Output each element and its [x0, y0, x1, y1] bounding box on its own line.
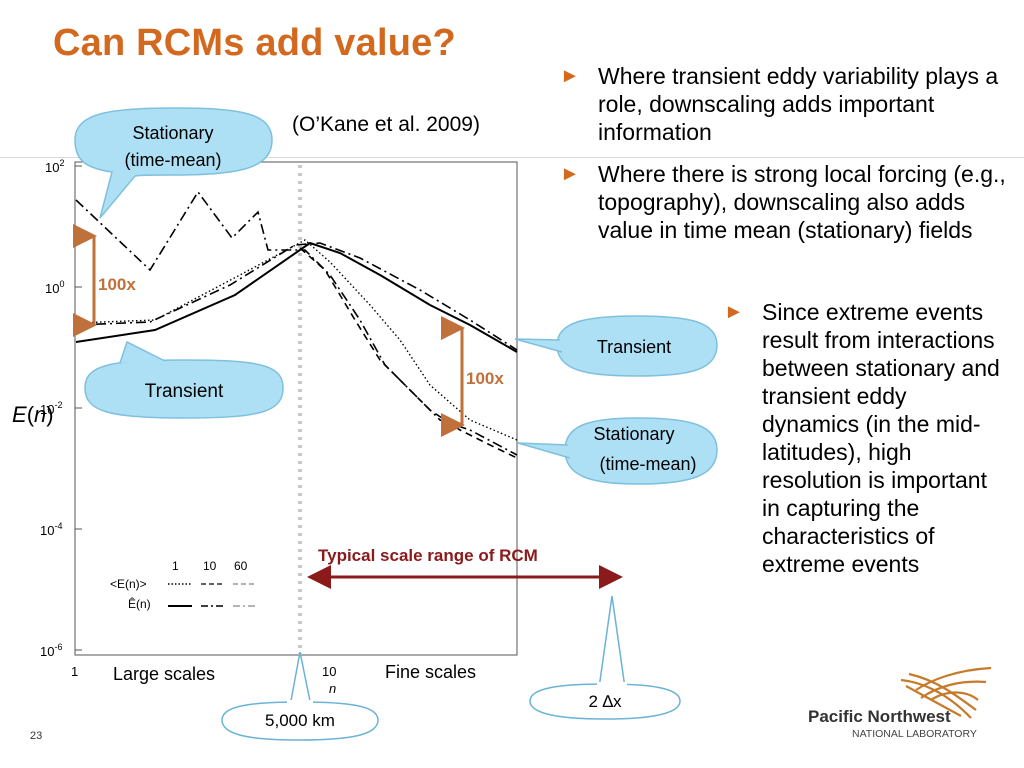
factor-label-right: 100x	[466, 369, 504, 388]
svg-text:Transient: Transient	[597, 337, 671, 357]
bullet-1-text: Where transient eddy variability plays a…	[598, 63, 999, 145]
factor-label-left: 100x	[98, 275, 136, 294]
x-tick-label-2: 10	[322, 664, 336, 679]
x-tick-label-1: 1	[71, 664, 78, 679]
legend-row-hat: Ê(n)	[128, 596, 151, 611]
logo-line-1: Pacific Northwest	[808, 707, 951, 726]
svg-text:10: 10	[203, 559, 217, 573]
callout-5000km: 5,000 km	[221, 651, 379, 741]
divider-line	[0, 157, 1024, 158]
svg-text:Transient: Transient	[145, 381, 224, 402]
svg-text:Stationary: Stationary	[132, 123, 213, 143]
y-axis-label: E(n)	[12, 402, 54, 427]
svg-text:(time-mean): (time-mean)	[124, 150, 221, 170]
svg-text:(time-mean): (time-mean)	[599, 454, 696, 474]
svg-text:60: 60	[234, 559, 248, 573]
y-tick-label-2: 100	[45, 279, 64, 296]
line-stationary-dashed	[299, 247, 518, 459]
rcm-range-label: Typical scale range of RCM	[318, 546, 538, 565]
bullet-1: ► Where transient eddy variability plays…	[560, 62, 1010, 146]
svg-text:5,000 km: 5,000 km	[265, 711, 335, 730]
line-transient-dashdot	[75, 242, 518, 351]
logo-line-2: NATIONAL LABORATORY	[852, 728, 977, 740]
y-tick-label-4: 10-4	[40, 521, 62, 538]
svg-text:Stationary: Stationary	[593, 424, 674, 444]
callout-transient-left: Transient	[84, 340, 284, 419]
slide-title: Can RCMs add value?	[53, 22, 456, 64]
bullet-2: ► Where there is strong local forcing (e…	[560, 160, 1010, 244]
svg-text:2 ∆x: 2 ∆x	[588, 692, 622, 711]
callout-2dx: 2 ∆x	[529, 595, 681, 720]
series-lines	[75, 190, 518, 459]
fine-scales-label: Fine scales	[385, 662, 476, 682]
legend-row-mean: <E(n)>	[110, 577, 147, 591]
y-tick-label-5: 10-6	[40, 642, 62, 659]
legend: 1 10 60 <E(n)> Ê(n)	[110, 559, 257, 611]
y-ticks	[75, 165, 82, 651]
logo-mark-icon	[900, 666, 992, 719]
callout-transient-right: Transient	[514, 315, 718, 377]
x-axis-label: n	[329, 681, 336, 696]
line-stationary-dashdot	[75, 190, 518, 456]
bullet-arrow-icon: ►	[724, 301, 744, 323]
svg-text:1: 1	[172, 559, 179, 573]
pnnl-logo: Pacific Northwest NATIONAL LABORATORY	[808, 666, 992, 740]
y-tick-label-1: 102	[45, 158, 64, 175]
citation: (O’Kane et al. 2009)	[292, 113, 480, 136]
line-transient-solid	[75, 241, 518, 353]
large-scales-label: Large scales	[113, 664, 215, 684]
bullet-2-text: Where there is strong local forcing (e.g…	[598, 161, 1006, 243]
bullet-3: ► Since extreme events result from inter…	[724, 298, 1009, 578]
bullet-arrow-icon: ►	[560, 65, 580, 87]
bullet-3-text: Since extreme events result from interac…	[762, 299, 1000, 577]
bullet-arrow-icon: ►	[560, 163, 580, 185]
callout-stationary-top: Stationary (time-mean)	[74, 107, 273, 219]
callout-stationary-right: Stationary (time-mean)	[517, 417, 718, 485]
page-number: 23	[30, 730, 43, 742]
